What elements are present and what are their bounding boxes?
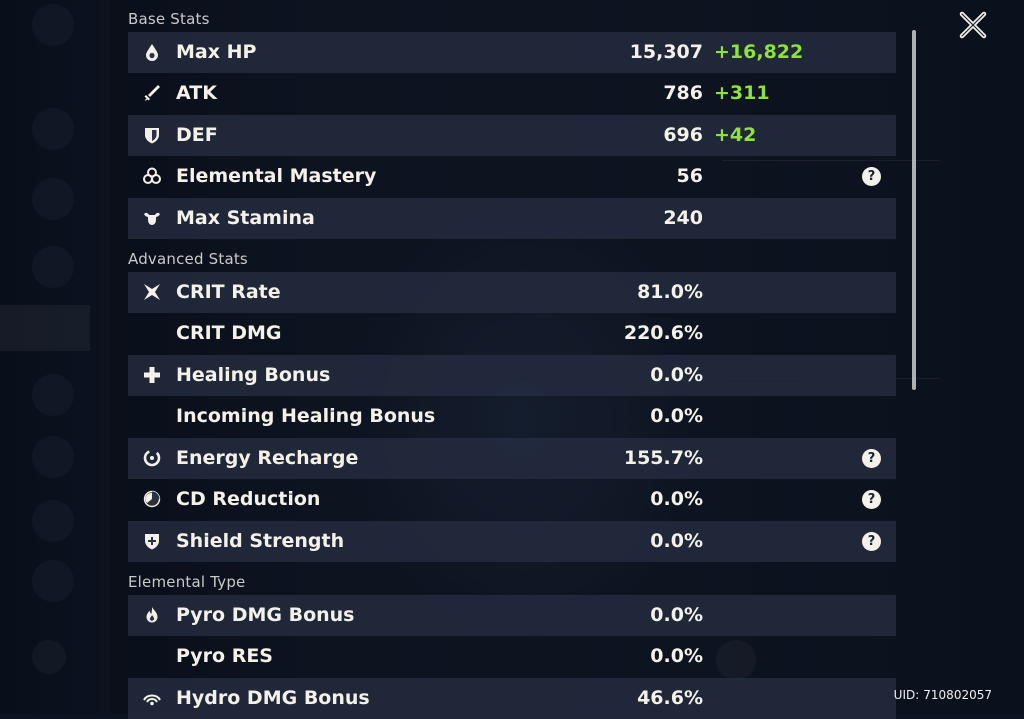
hp-drop-icon bbox=[142, 42, 162, 62]
help-icon[interactable]: ? bbox=[862, 532, 881, 551]
uid-value: 710802057 bbox=[923, 688, 992, 702]
stat-bonus: +16,822 bbox=[714, 41, 804, 63]
help-icon[interactable]: ? bbox=[862, 449, 881, 468]
stat-value: 81.0% bbox=[637, 281, 703, 303]
close-icon bbox=[959, 11, 987, 39]
stat-row-crit-rate: CRIT Rate 81.0% bbox=[128, 272, 896, 313]
stat-label: Healing Bonus bbox=[176, 364, 331, 386]
section-title-elemental: Elemental Type bbox=[128, 573, 246, 591]
stat-label: Elemental Mastery bbox=[176, 165, 377, 187]
stat-row-cd-reduction: CD Reduction 0.0% ? bbox=[128, 479, 896, 520]
stat-label: DEF bbox=[176, 124, 218, 146]
stat-row-healing-bonus: Healing Bonus 0.0% bbox=[128, 355, 896, 396]
stat-row-shield-strength: Shield Strength 0.0% ? bbox=[128, 521, 896, 562]
help-icon[interactable]: ? bbox=[862, 490, 881, 509]
sword-icon bbox=[142, 83, 162, 103]
help-icon[interactable]: ? bbox=[862, 167, 881, 186]
stats-panel: Base Stats Max HP 15,307 +16,822 ATK 786… bbox=[128, 0, 896, 719]
stat-row-incoming-healing-bonus: Incoming Healing Bonus 0.0% bbox=[128, 396, 896, 437]
stat-label: Incoming Healing Bonus bbox=[176, 405, 436, 427]
section-title-advanced: Advanced Stats bbox=[128, 250, 248, 268]
stat-value: 240 bbox=[663, 207, 703, 229]
section-title-base: Base Stats bbox=[128, 10, 210, 28]
hydro-icon bbox=[142, 688, 162, 708]
pyro-icon bbox=[142, 605, 162, 625]
energy-icon bbox=[142, 448, 162, 468]
stat-label: CRIT Rate bbox=[176, 281, 281, 303]
stat-label: Pyro DMG Bonus bbox=[176, 604, 355, 626]
stat-row-energy-recharge: Energy Recharge 155.7% ? bbox=[128, 438, 896, 479]
stat-value: 0.0% bbox=[650, 488, 703, 510]
scrollbar[interactable] bbox=[912, 30, 916, 390]
stat-label: ATK bbox=[176, 82, 217, 104]
cooldown-icon bbox=[142, 489, 162, 509]
stat-row-pyro-dmg-bonus: Pyro DMG Bonus 0.0% bbox=[128, 595, 896, 636]
stat-label: Max HP bbox=[176, 41, 257, 63]
stat-value: 155.7% bbox=[623, 447, 703, 469]
stat-row-atk: ATK 786 +311 bbox=[128, 73, 896, 114]
cross-icon bbox=[142, 365, 162, 385]
stat-value: 696 bbox=[663, 124, 703, 146]
stat-row-pyro-res: Pyro RES 0.0% bbox=[128, 636, 896, 677]
mastery-icon bbox=[142, 166, 162, 186]
stat-label: Hydro DMG Bonus bbox=[176, 687, 370, 709]
stat-row-def: DEF 696 +42 bbox=[128, 115, 896, 156]
stat-label: Pyro RES bbox=[176, 645, 273, 667]
stat-bonus: +311 bbox=[714, 82, 770, 104]
stat-value: 0.0% bbox=[650, 645, 703, 667]
shield-strength-icon bbox=[142, 531, 162, 551]
stat-row-max-hp: Max HP 15,307 +16,822 bbox=[128, 32, 896, 73]
stat-value: 786 bbox=[663, 82, 703, 104]
stat-label: Max Stamina bbox=[176, 207, 315, 229]
stat-value: 15,307 bbox=[629, 41, 703, 63]
stat-bonus: +42 bbox=[714, 124, 757, 146]
stat-label: CRIT DMG bbox=[176, 322, 282, 344]
stat-value: 0.0% bbox=[650, 604, 703, 626]
shield-icon bbox=[142, 125, 162, 145]
stat-value: 56 bbox=[676, 165, 703, 187]
stamina-icon bbox=[142, 208, 162, 228]
stat-value: 46.6% bbox=[637, 687, 703, 709]
stat-row-max-stamina: Max Stamina 240 bbox=[128, 198, 896, 239]
stat-value: 220.6% bbox=[623, 322, 703, 344]
uid-display: UID: 710802057 bbox=[890, 688, 992, 702]
stat-label: Shield Strength bbox=[176, 530, 345, 552]
stat-value: 0.0% bbox=[650, 364, 703, 386]
stat-value: 0.0% bbox=[650, 405, 703, 427]
stat-row-elemental-mastery: Elemental Mastery 56 ? bbox=[128, 156, 896, 197]
stat-value: 0.0% bbox=[650, 530, 703, 552]
stat-label: CD Reduction bbox=[176, 488, 321, 510]
uid-label: UID: bbox=[893, 688, 920, 702]
stat-row-hydro-dmg-bonus: Hydro DMG Bonus 46.6% bbox=[128, 678, 896, 719]
close-button[interactable] bbox=[958, 10, 988, 40]
stat-row-crit-dmg: CRIT DMG 220.6% bbox=[128, 313, 896, 354]
stat-label: Energy Recharge bbox=[176, 447, 359, 469]
crit-icon bbox=[142, 282, 162, 302]
